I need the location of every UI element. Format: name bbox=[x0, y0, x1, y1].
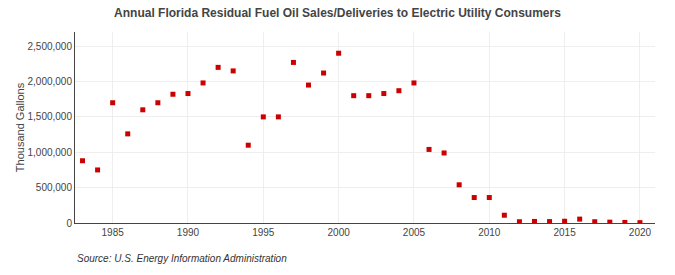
svg-text:1,500,000: 1,500,000 bbox=[28, 111, 73, 122]
svg-text:2005: 2005 bbox=[403, 227, 426, 238]
svg-text:2020: 2020 bbox=[629, 227, 652, 238]
svg-text:Thousand Gallons: Thousand Gallons bbox=[14, 82, 26, 172]
svg-text:500,000: 500,000 bbox=[36, 182, 73, 193]
svg-text:2015: 2015 bbox=[553, 227, 576, 238]
svg-text:1990: 1990 bbox=[177, 227, 200, 238]
svg-text:Source: U.S. Energy Informatio: Source: U.S. Energy Information Administ… bbox=[77, 253, 287, 264]
svg-text:1995: 1995 bbox=[252, 227, 275, 238]
svg-text:0: 0 bbox=[66, 218, 72, 229]
svg-text:1,000,000: 1,000,000 bbox=[28, 147, 73, 158]
svg-text:2010: 2010 bbox=[478, 227, 501, 238]
svg-text:2000: 2000 bbox=[328, 227, 351, 238]
svg-text:2,500,000: 2,500,000 bbox=[28, 41, 73, 52]
svg-text:Annual Florida Residual Fuel O: Annual Florida Residual Fuel Oil Sales/D… bbox=[114, 6, 561, 20]
svg-text:2,000,000: 2,000,000 bbox=[28, 76, 73, 87]
svg-text:1985: 1985 bbox=[102, 227, 125, 238]
